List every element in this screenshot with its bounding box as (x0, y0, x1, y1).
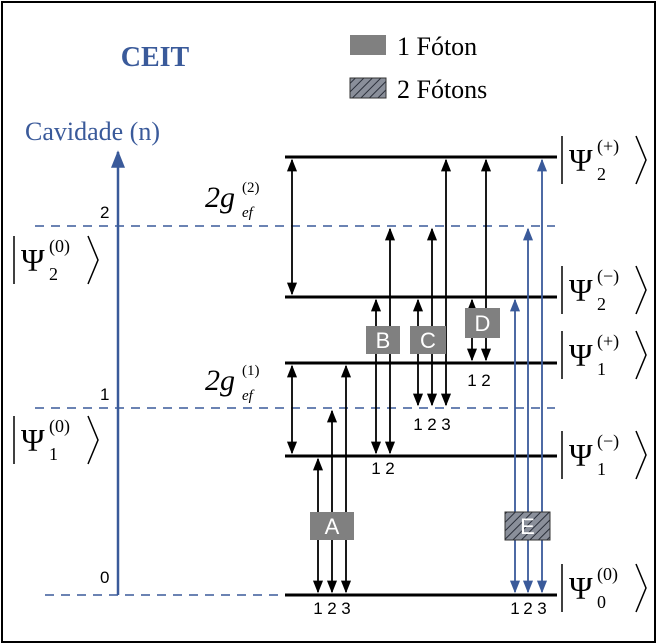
state-symbol: Ψ (569, 437, 593, 473)
transition-number: 3 (441, 415, 450, 434)
ket-bracket (87, 235, 99, 285)
state-superscript: (−) (597, 266, 619, 287)
ket-bracket (635, 265, 647, 315)
dashed-levels (35, 225, 555, 596)
ket-bracket (635, 563, 647, 613)
state-symbol: Ψ (569, 337, 593, 373)
legend-swatch (350, 35, 386, 55)
state-superscript: (0) (597, 564, 618, 585)
transition-label: B (376, 328, 391, 353)
transition-number: 2 (427, 415, 436, 434)
coupling-label: 2g (205, 364, 235, 397)
transition-number: 1 (510, 599, 519, 618)
state-label: Ψ 2 (+) (561, 135, 647, 185)
legend-swatch (349, 77, 387, 99)
transition-number: 2 (481, 371, 490, 390)
level-number: 1 (100, 385, 109, 404)
transition-label: D (475, 311, 491, 336)
transition-box (410, 326, 446, 354)
level-number: 0 (100, 568, 109, 587)
coupling-subscript: ef (242, 388, 255, 404)
transition-number: 2 (523, 599, 532, 618)
coupling-superscript: (1) (242, 363, 260, 379)
transition-number: 1 (371, 459, 380, 478)
legend-label: 2 Fótons (397, 75, 487, 104)
legend-label: 1 Fóton (397, 32, 477, 61)
transition-box (504, 511, 551, 541)
transition-number: 2 (327, 599, 336, 618)
state-label: Ψ 0 (0) (561, 563, 647, 613)
state-subscript: 2 (597, 294, 606, 314)
transition-box (366, 326, 400, 354)
state-superscript: (+) (597, 136, 619, 157)
transition-number: 1 (313, 599, 322, 618)
coupling-superscript: (2) (242, 180, 260, 196)
state-symbol: Ψ (569, 570, 593, 606)
ket-bracket (635, 135, 647, 185)
state-subscript: 1 (597, 459, 606, 479)
state-symbol: Ψ (569, 142, 593, 178)
coupling-subscript: ef (242, 205, 255, 221)
state-subscript: 1 (49, 444, 58, 464)
state-superscript: (+) (597, 331, 619, 352)
transition-number: 1 (413, 415, 422, 434)
level-number: 2 (100, 203, 109, 222)
transition-label: C (420, 328, 436, 353)
state-label: Ψ 1 (+) (561, 330, 647, 380)
state-subscript: 2 (49, 264, 58, 284)
transition-number: 2 (385, 459, 394, 478)
state-superscript: (0) (49, 236, 70, 257)
transition-box (465, 308, 500, 338)
ket-bracket (87, 415, 99, 465)
transition-number: 1 (467, 371, 476, 390)
state-symbol: Ψ (21, 242, 45, 278)
title: CEIT (121, 42, 190, 73)
state-symbol: Ψ (21, 422, 45, 458)
state-symbol: Ψ (569, 272, 593, 308)
ket-bracket (635, 330, 647, 380)
state-label: Ψ 1 (0) (13, 415, 99, 465)
state-superscript: (0) (49, 416, 70, 437)
state-subscript: 2 (597, 164, 606, 184)
transition-label: A (325, 514, 340, 539)
coupling-label: 2g (205, 181, 235, 214)
axis-label: Cavidade (n) (25, 117, 160, 146)
state-subscript: 1 (597, 359, 606, 379)
transition-label: E (520, 514, 535, 539)
state-superscript: (−) (597, 431, 619, 452)
transition-box (310, 512, 354, 540)
transition-number: 3 (537, 599, 546, 618)
state-label: Ψ 1 (−) (561, 430, 647, 480)
state-label: Ψ 2 (0) (13, 235, 99, 285)
state-subscript: 0 (597, 592, 606, 612)
state-label: Ψ 2 (−) (561, 265, 647, 315)
ket-bracket (635, 430, 647, 480)
transition-number: 3 (341, 599, 350, 618)
